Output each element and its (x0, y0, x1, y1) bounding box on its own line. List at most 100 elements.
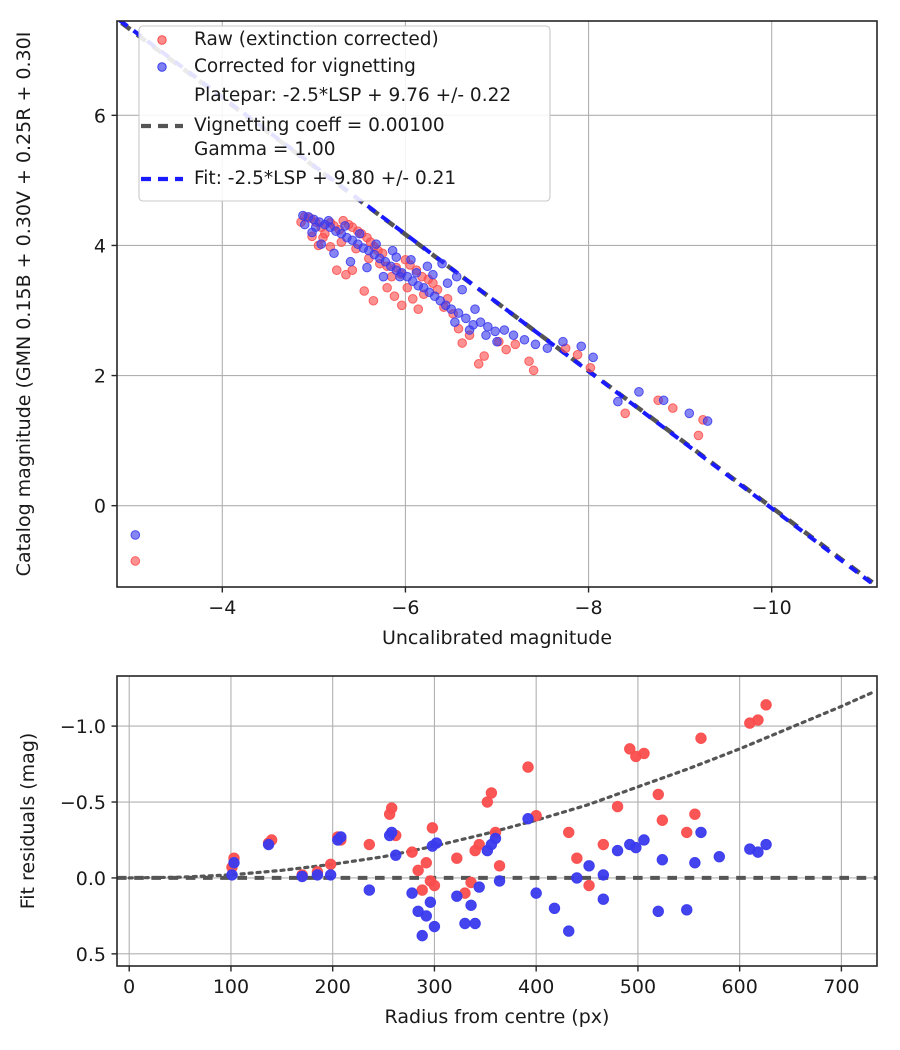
legend-entry-label: Corrected for vignetting (194, 56, 416, 77)
legend-entry[interactable]: Fit: -2.5*LSP + 9.80 +/- 0.21 (141, 168, 456, 189)
data-point (470, 304, 480, 315)
data-point (548, 902, 561, 914)
data-point (473, 359, 484, 369)
data-point (583, 879, 595, 892)
data-point (652, 788, 664, 801)
data-point (416, 884, 428, 896)
data-point (760, 838, 772, 851)
data-point (420, 857, 432, 869)
legend-entry[interactable]: Vignetting coeff = 0.00100 (141, 115, 445, 136)
data-point (416, 929, 428, 942)
legend-entry[interactable]: Raw (extinction corrected) (157, 29, 439, 50)
data-point (469, 917, 481, 930)
data-point (658, 395, 669, 406)
data-point (493, 860, 506, 872)
plot-legend: Raw (extinction corrected) Corrected for … (138, 25, 551, 202)
data-point (624, 743, 636, 755)
data-point (620, 408, 630, 419)
data-point (752, 714, 764, 726)
data-point (702, 416, 713, 426)
x-tick-label: −8 (575, 597, 603, 619)
data-point (490, 326, 500, 337)
data-point (420, 910, 432, 922)
series-corrected (226, 813, 772, 942)
data-point (428, 920, 441, 933)
data-point (341, 269, 351, 280)
data-point (563, 826, 575, 839)
legend-entry[interactable]: Platepar: -2.5*LSP + 9.76 +/- 0.22 (194, 85, 511, 106)
data-point (656, 854, 669, 866)
data-point (362, 262, 372, 273)
data-point (634, 387, 644, 397)
x-tick-label: 500 (620, 976, 656, 998)
y-tick-label: 0 (94, 496, 106, 518)
data-point (597, 869, 610, 881)
data-point (396, 300, 407, 311)
data-point (451, 271, 462, 282)
data-point (386, 802, 398, 814)
data-point (428, 879, 441, 892)
data-point (524, 356, 534, 367)
data-point (760, 699, 772, 711)
data-point (501, 344, 511, 355)
data-point (310, 222, 321, 233)
data-point (413, 304, 424, 315)
axis-ticks: −4 −6 −8 −10 0 2 4 6 (94, 105, 792, 619)
data-point (324, 869, 337, 881)
data-point (752, 846, 764, 858)
data-point (345, 256, 356, 267)
data-point (316, 239, 326, 249)
data-point (522, 813, 534, 825)
data-point (465, 899, 477, 911)
data-point (422, 261, 433, 272)
scatter-points (130, 210, 713, 566)
data-point (652, 905, 664, 918)
x-tick-label: 300 (416, 976, 452, 998)
y-tick-label: 0.5 (76, 944, 106, 966)
data-point (437, 258, 447, 269)
y-tick-label: 4 (94, 235, 106, 257)
data-point (681, 904, 693, 916)
data-point (489, 832, 502, 845)
data-point (228, 857, 240, 869)
data-point (508, 330, 519, 341)
data-point (382, 282, 392, 293)
data-point (311, 869, 324, 881)
data-point (395, 271, 405, 282)
data-point (226, 869, 238, 881)
x-tick-label: 600 (722, 976, 758, 998)
data-point (298, 210, 308, 221)
data-point (442, 278, 453, 288)
data-point (407, 294, 418, 304)
data-point (528, 365, 539, 376)
data-point (571, 852, 583, 864)
data-point (453, 308, 464, 318)
data-point (130, 556, 141, 566)
data-point (519, 334, 530, 345)
data-point (481, 330, 491, 341)
data-point (576, 341, 587, 352)
y-tick-label: −0.5 (60, 792, 106, 814)
legend-entry[interactable]: Gamma = 1.00 (194, 139, 336, 160)
data-point (406, 254, 416, 265)
legend-entry[interactable]: Corrected for vignetting (157, 56, 416, 77)
x-tick-label: −4 (208, 597, 236, 619)
fit-residuals-plot: 0 100 200 300 400 500 600 700 0.5 0.0 −0.5 −1.0 Radi… (17, 675, 878, 1028)
data-point (611, 844, 624, 857)
data-point (130, 530, 141, 540)
y-tick-label: 2 (94, 366, 106, 388)
data-point (461, 313, 471, 324)
data-point (464, 325, 475, 335)
data-point (402, 282, 413, 293)
data-point (469, 844, 481, 857)
x-tick-label: 400 (518, 976, 554, 998)
data-point (681, 826, 693, 839)
data-point (684, 408, 695, 419)
data-point (630, 841, 642, 854)
data-point (638, 747, 650, 760)
data-point (638, 834, 650, 846)
data-point (611, 800, 624, 813)
data-point (389, 291, 400, 301)
